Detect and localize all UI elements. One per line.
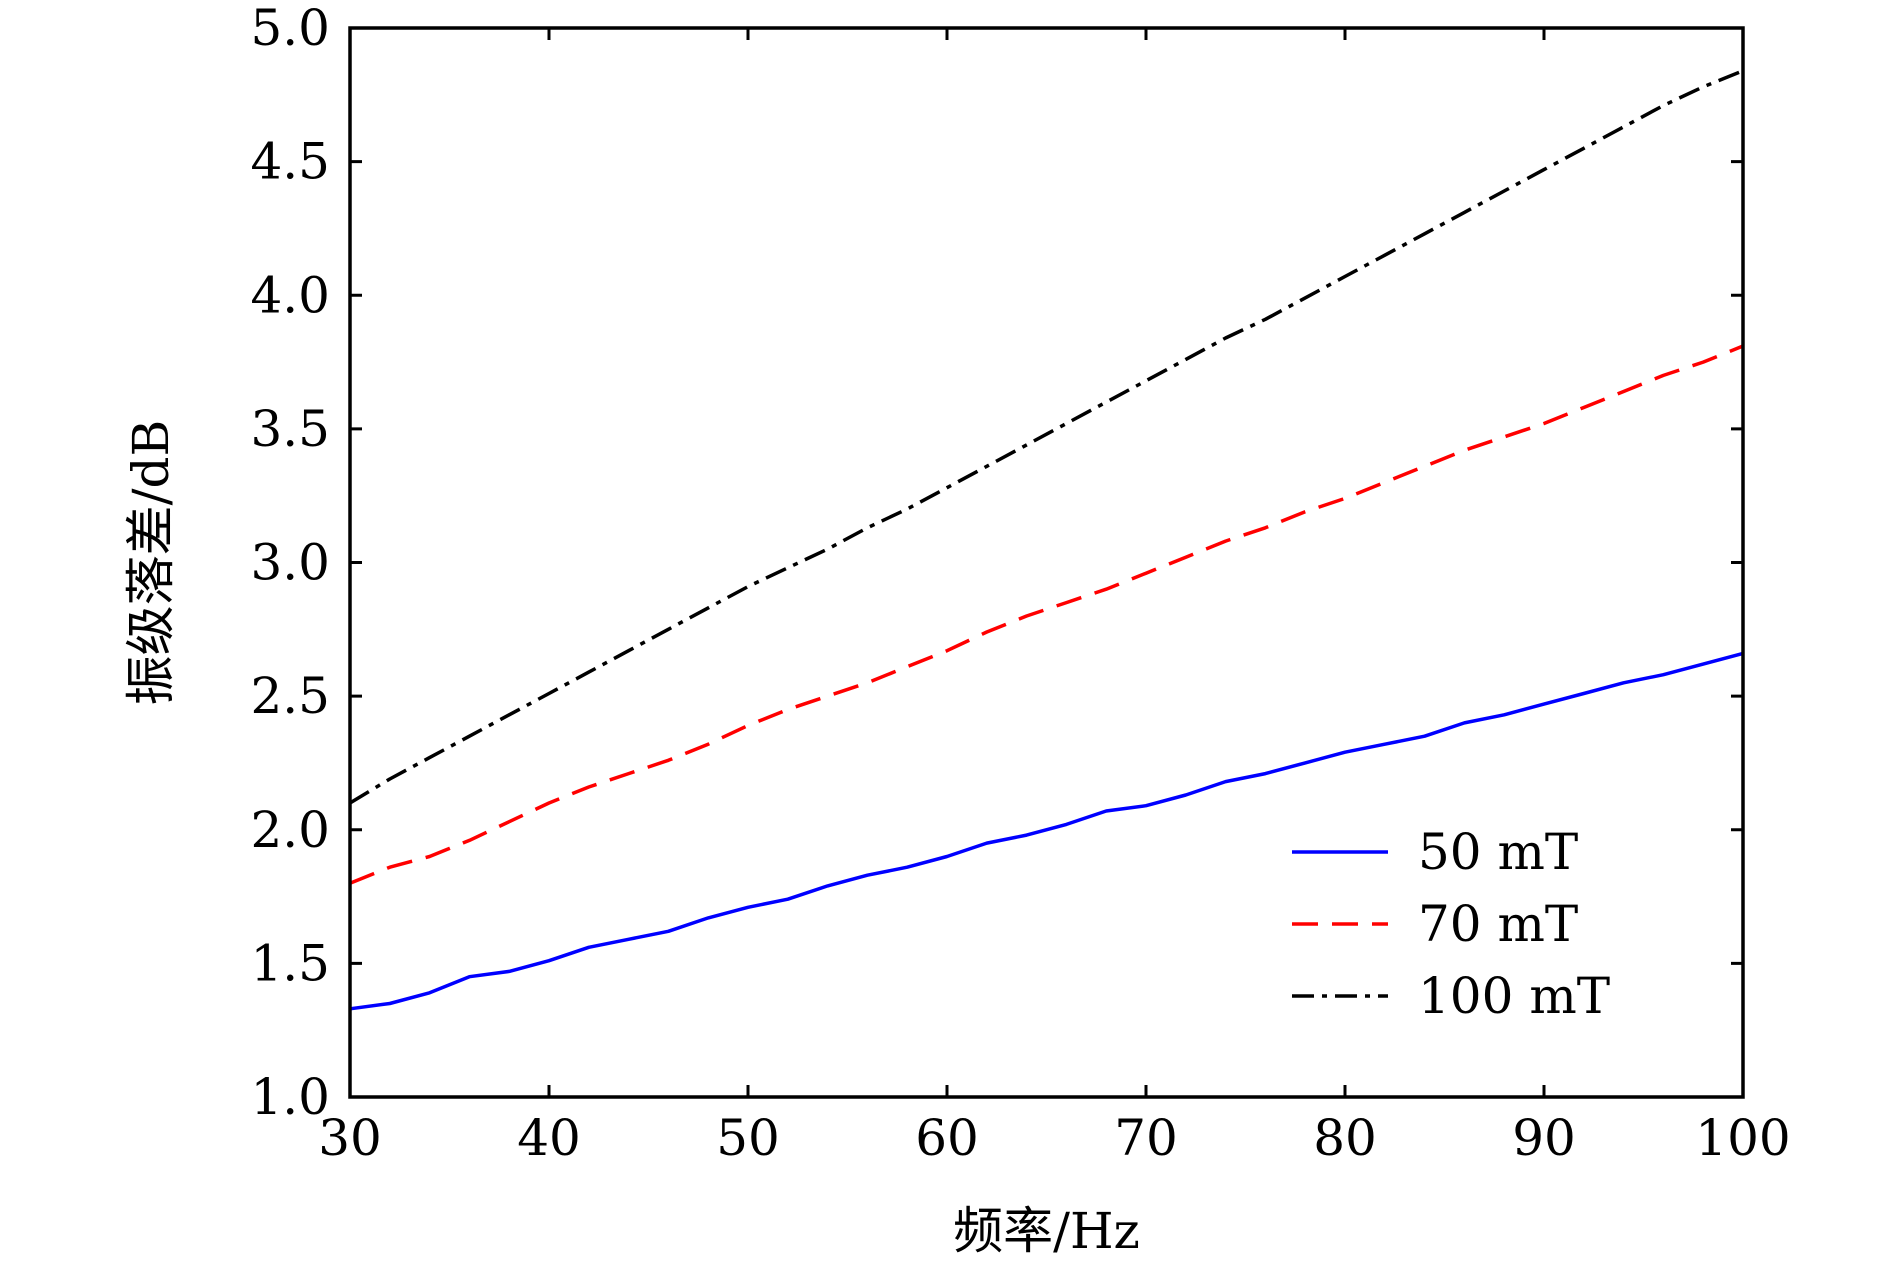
y-axis-title: 振级落差/dB [122, 420, 180, 706]
legend-label-100mt: 100 mT [1418, 967, 1610, 1025]
series-line-70mt [349, 344, 1744, 885]
y-tick-label: 1.5 [250, 934, 330, 992]
y-tick-label: 5.0 [250, 0, 330, 57]
y-tick-label: 2.0 [250, 801, 330, 859]
legend: 50 mT 70 mT 100 mT [1292, 823, 1610, 1025]
legend-label-50mt: 50 mT [1418, 823, 1578, 881]
x-tick-labels: 30 40 50 60 70 80 90 100 [318, 1109, 1791, 1167]
y-tick-label: 3.5 [250, 400, 330, 458]
series-layer [349, 69, 1744, 1011]
x-tick-label: 30 [318, 1109, 382, 1167]
ticks-layer [348, 26, 1745, 1099]
legend-label-70mt: 70 mT [1418, 895, 1578, 953]
series-line-100mt [349, 69, 1744, 805]
y-tick-label: 4.5 [250, 133, 330, 191]
y-tick-label: 1.0 [250, 1068, 330, 1126]
x-tick-label: 90 [1512, 1109, 1576, 1167]
y-tick-label: 3.0 [250, 534, 330, 592]
y-tick-labels: 1.0 1.5 2.0 2.5 3.0 3.5 4.0 4.5 5.0 [250, 0, 330, 1126]
x-tick-label: 50 [716, 1109, 780, 1167]
y-tick-label: 2.5 [250, 667, 330, 725]
x-tick-label: 70 [1114, 1109, 1178, 1167]
x-tick-label: 60 [915, 1109, 979, 1167]
x-tick-label: 40 [517, 1109, 581, 1167]
x-tick-label: 80 [1313, 1109, 1377, 1167]
x-axis-title: 频率/Hz [953, 1202, 1140, 1260]
y-tick-label: 4.0 [250, 266, 330, 324]
series-line-50mt [349, 651, 1744, 1011]
x-tick-label: 100 [1695, 1109, 1790, 1167]
